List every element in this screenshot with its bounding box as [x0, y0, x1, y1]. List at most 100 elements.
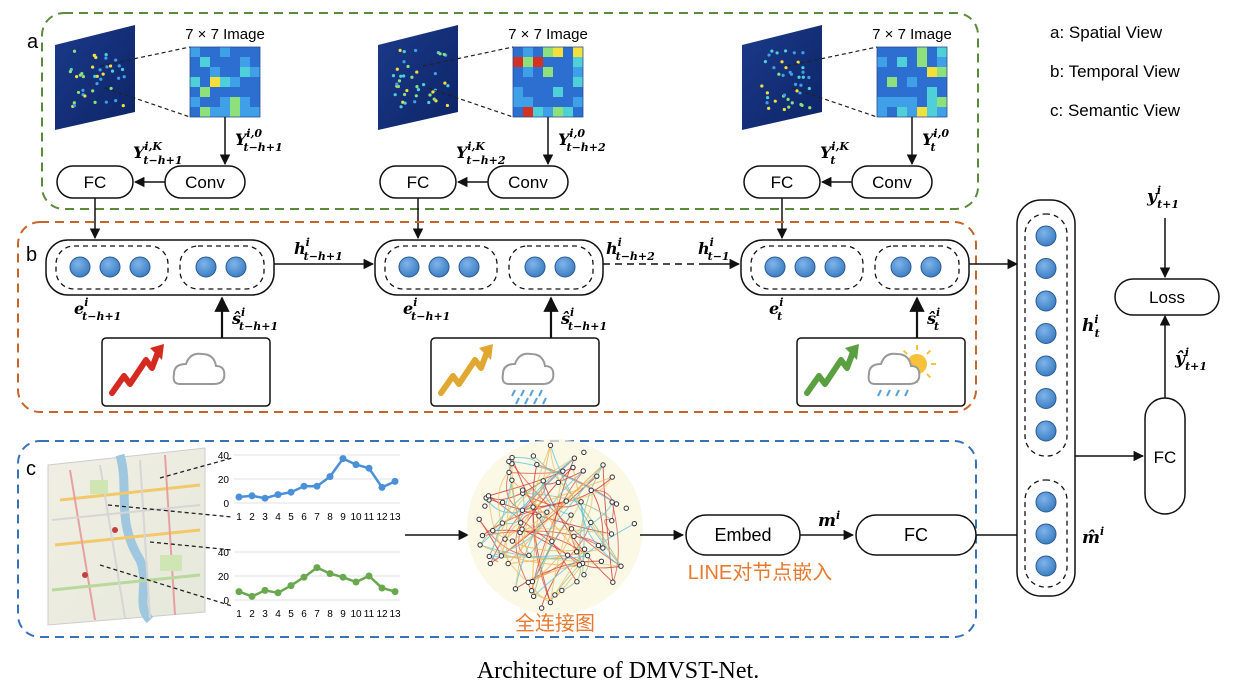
x-tick-label: 9	[340, 512, 346, 523]
node	[1035, 555, 1057, 577]
x-tick-label: 4	[275, 512, 281, 523]
lstm-cell	[45, 239, 275, 296]
data-point	[391, 477, 399, 485]
x-tick-label: 12	[376, 609, 388, 620]
data-point	[248, 592, 256, 600]
series-line	[238, 457, 396, 500]
node	[69, 256, 91, 278]
data-point	[365, 572, 373, 580]
image-size-label: 7 × 7 Image	[872, 26, 952, 43]
panel-a-tag: a	[27, 31, 39, 53]
sun-cloud-icon	[867, 345, 936, 397]
data-point	[300, 482, 308, 490]
x-tick-label: 10	[350, 512, 362, 523]
output-fc-label: FC	[1154, 448, 1177, 467]
node	[99, 256, 121, 278]
cloud-icon	[172, 352, 226, 385]
data-point	[287, 582, 295, 590]
node	[1035, 258, 1057, 279]
spatial-view-panel	[41, 12, 979, 210]
data-point	[378, 483, 386, 491]
spatial-fc-label: FC	[407, 173, 430, 192]
node	[1035, 491, 1057, 513]
trend-arrow-icon	[438, 344, 493, 396]
data-point	[274, 491, 282, 499]
y-tick-label: 40	[218, 548, 230, 559]
embedding-label: ei t	[769, 296, 783, 323]
x-tick-label: 9	[340, 609, 346, 620]
node	[824, 256, 846, 278]
node	[458, 256, 480, 278]
conv-input-label: Yi,0 t−h+2	[558, 127, 606, 154]
node	[1035, 225, 1057, 247]
data-point	[352, 461, 360, 469]
node	[554, 256, 576, 278]
node	[428, 256, 450, 278]
data-point	[365, 464, 373, 472]
node	[764, 256, 786, 278]
lstm-cell	[374, 239, 604, 296]
conv-input-label: Yi,0 t	[922, 127, 949, 154]
data-point	[261, 494, 269, 502]
loss-box	[1114, 278, 1220, 316]
fully-connected-graph	[467, 439, 643, 615]
trend-arrow-icon	[804, 344, 859, 396]
spatial-block-3: 7 × 7 Image Yi,0 t Conv Yi,K t FC	[742, 25, 952, 240]
h-output-label: hi t	[1082, 313, 1100, 340]
x-tick-label: 4	[275, 609, 281, 620]
y-tick-label: 20	[218, 475, 230, 486]
context-label: ŝi t−h+1	[560, 306, 607, 333]
x-tick-label: 2	[249, 512, 255, 523]
figure-caption: Architecture of DMVST-Net.	[477, 658, 759, 684]
line-embedding-label: LINE对节点嵌入	[688, 561, 832, 584]
data-point	[391, 588, 399, 596]
data-point	[274, 589, 282, 597]
embedding-label: ei t−h+1	[74, 296, 121, 323]
node	[524, 256, 546, 278]
lstm-cell	[740, 239, 970, 296]
hidden-state-label: hi t−h+1	[294, 236, 343, 263]
node	[920, 256, 942, 278]
data-point	[352, 578, 360, 586]
temporal-step-1: ei t−h+1 ŝi t−h+1	[45, 239, 278, 407]
x-tick-label: 8	[327, 609, 333, 620]
hidden-state-label: hi t−1	[698, 236, 730, 263]
data-point	[300, 573, 308, 581]
x-tick-label: 5	[288, 609, 294, 620]
node	[1035, 388, 1057, 409]
data-point	[339, 455, 347, 463]
x-tick-label: 7	[314, 512, 320, 523]
x-tick-label: 10	[350, 609, 362, 620]
region-heatmap-image	[378, 25, 458, 130]
node	[129, 256, 151, 278]
node	[1035, 523, 1057, 545]
y-tick-label: 0	[223, 596, 229, 607]
mhat-output-label: m̂i	[1082, 525, 1104, 548]
temporal-step-2: ei t−h+1 ŝi t−h+1	[374, 239, 607, 407]
embed-label: Embed	[714, 525, 771, 545]
data-point	[339, 573, 347, 581]
loss-label: Loss	[1149, 288, 1185, 307]
node	[1035, 290, 1057, 312]
trend-arrow-icon	[109, 344, 164, 396]
data-point	[378, 584, 386, 592]
conv-label: Conv	[872, 173, 912, 192]
conv-output-label: Yi,K t	[820, 140, 849, 167]
temporal-step-3: ei t ŝi t	[740, 239, 970, 407]
y-tick-label: 0	[223, 499, 229, 510]
conv-output-label: Yi,K t−h+1	[133, 140, 183, 167]
x-tick-label: 8	[327, 512, 333, 523]
x-tick-label: 12	[376, 512, 388, 523]
x-tick-label: 6	[301, 512, 307, 523]
node	[890, 256, 912, 278]
conv-output-label: Yi,K t−h+2	[456, 140, 506, 167]
embedding-label: ei t−h+1	[403, 296, 450, 323]
legend-c: c: Semantic View	[1050, 101, 1181, 120]
node	[398, 256, 420, 278]
data-point	[326, 570, 334, 578]
y-label: yi t+1	[1146, 184, 1179, 211]
